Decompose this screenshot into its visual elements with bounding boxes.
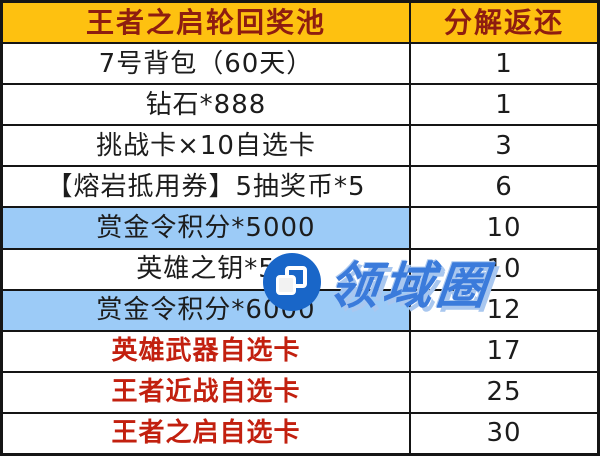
- return-value: 1: [495, 48, 513, 79]
- item-name: 王者之启自选卡: [3, 413, 411, 454]
- return-value: 1: [495, 89, 513, 120]
- table-row-red: 王者近战自选卡 25: [3, 372, 597, 414]
- return-value: 10: [486, 213, 522, 244]
- column-header-pool: 王者之启轮回奖池: [3, 3, 411, 43]
- item-name: 赏金令积分*5000: [3, 208, 411, 248]
- return-value: 30: [486, 418, 522, 449]
- table-row: 7号背包（60天） 1: [3, 44, 597, 86]
- return-value: 6: [495, 171, 513, 202]
- return-value: 10: [486, 254, 522, 285]
- item-name: 【熔岩抵用券】5抽奖币*5: [3, 167, 411, 207]
- return-value: 12: [486, 295, 522, 326]
- return-value: 25: [486, 377, 522, 408]
- table-row: 英雄之钥*5 10: [3, 249, 597, 291]
- table-row: 挑战卡×10自选卡 3: [3, 126, 597, 168]
- item-name: 赏金令积分*6000: [3, 290, 411, 330]
- item-name: 钻石*888: [3, 85, 411, 125]
- item-name: 王者近战自选卡: [3, 372, 411, 412]
- table-row-highlighted: 赏金令积分*5000 10: [3, 208, 597, 250]
- table-row: 钻石*888 1: [3, 85, 597, 127]
- table-row-red: 英雄武器自选卡 17: [3, 331, 597, 373]
- return-value: 17: [486, 336, 522, 367]
- item-name: 7号背包（60天）: [3, 44, 411, 84]
- item-name: 挑战卡×10自选卡: [3, 126, 411, 166]
- return-value: 3: [495, 130, 513, 161]
- table-row: 【熔岩抵用券】5抽奖币*5 6: [3, 167, 597, 209]
- table-row-highlighted: 赏金令积分*6000 12: [3, 290, 597, 332]
- item-name: 英雄武器自选卡: [3, 331, 411, 371]
- item-name: 英雄之钥*5: [3, 249, 411, 289]
- table-header-row: 王者之启轮回奖池 分解返还: [3, 3, 597, 45]
- table-row-red: 王者之启自选卡 30: [3, 413, 597, 454]
- column-header-return: 分解返还: [443, 5, 564, 39]
